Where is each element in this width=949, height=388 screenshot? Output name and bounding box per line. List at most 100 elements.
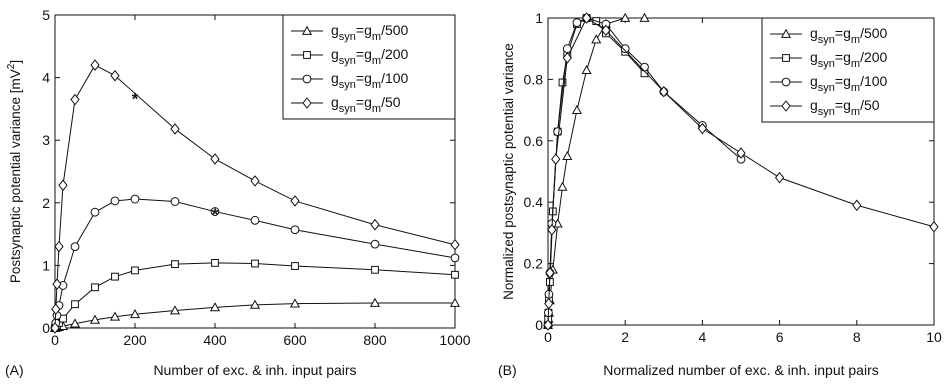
legend-label-g: g: [331, 22, 339, 38]
legend-label: gsyn=gm/500: [331, 22, 409, 43]
data-point: [620, 12, 631, 22]
data-point: [210, 153, 220, 165]
legend-label-sub: m: [851, 82, 860, 94]
data-point: [370, 218, 380, 231]
legend-label-tail: /100: [860, 73, 887, 89]
data-point: [171, 260, 179, 269]
x-tick-label: 0: [51, 332, 59, 348]
legend-marker: [302, 74, 312, 84]
legend-label-sub: syn: [339, 79, 356, 91]
legend-label-sub: m: [372, 55, 381, 67]
data-point: [543, 319, 553, 331]
data-point: [774, 171, 785, 184]
data-point: [289, 298, 301, 308]
legend-label-sub: syn: [339, 55, 356, 67]
data-point: [170, 197, 180, 206]
legend-label-tail: /500: [381, 22, 408, 38]
legend-label-eq: =g: [356, 46, 372, 62]
legend-label-sub: syn: [818, 34, 835, 46]
data-point: [210, 207, 220, 216]
data-point: [109, 311, 121, 321]
legend-label: gsyn=gm/50: [331, 94, 401, 115]
y-tick-label: 3: [42, 132, 50, 148]
legend-label-eq: =g: [835, 25, 851, 41]
series-circle: [543, 13, 746, 330]
legend-label-sub: m: [372, 31, 381, 43]
panel-label: (A): [5, 362, 24, 378]
y-tick-label: 1: [535, 10, 543, 26]
legend-marker: [303, 51, 311, 59]
legend-item: gsyn=gm/50: [770, 97, 880, 118]
panel-label: (B): [498, 362, 517, 378]
data-point: [591, 34, 602, 44]
data-point: [290, 225, 300, 235]
legend-label-g: g: [331, 70, 339, 86]
data-point: [545, 267, 555, 279]
data-point: [451, 270, 459, 279]
data-point: [291, 262, 299, 270]
data-point: [52, 278, 62, 290]
legend-label-sub: syn: [339, 31, 356, 43]
data-point: [547, 224, 557, 236]
data-point: [209, 302, 221, 312]
legend-item: gsyn=gm/200: [291, 46, 409, 67]
data-point: [90, 207, 100, 217]
x-tick-label: 2: [621, 329, 629, 345]
series-line: [547, 17, 645, 326]
series-diamond: [543, 12, 939, 331]
x-tick-label: 1000: [439, 332, 470, 348]
series-diamond: [50, 59, 460, 334]
y-tick-label: 0.6: [524, 133, 544, 149]
y-tick-label: 0.2: [524, 256, 544, 272]
data-point: [572, 18, 582, 28]
data-point: [929, 220, 939, 233]
legend-label-sub: m: [372, 79, 381, 91]
legend-marker: [781, 100, 791, 112]
x-tick-label: 600: [283, 332, 307, 348]
y-axis-label: Postsynaptic potential variance [mV2]: [6, 60, 23, 283]
legend-label: gsyn=gm/50: [810, 97, 880, 118]
legend-item: gsyn=gm/50: [291, 94, 401, 115]
y-tick-label: 0.4: [524, 194, 544, 210]
data-point: [129, 308, 141, 319]
x-tick-label: 10: [926, 329, 942, 345]
legend-label: gsyn=gm/500: [810, 25, 888, 46]
data-point: [562, 52, 572, 64]
legend-label-tail: /200: [860, 49, 887, 65]
x-tick-label: 6: [776, 329, 784, 345]
legend-label-tail: /100: [381, 70, 408, 86]
data-point: [130, 194, 140, 204]
data-point: [562, 150, 573, 161]
y-tick-label: 0: [42, 320, 50, 336]
y-axis-label-sup: 2: [6, 63, 17, 69]
data-point: [69, 318, 81, 328]
y-axis-label-text: Postsynaptic potential variance [mV: [8, 69, 23, 283]
data-point: [250, 175, 260, 187]
legend-label-eq: =g: [835, 97, 851, 113]
legend-label: gsyn=gm/200: [331, 46, 409, 67]
data-point: [70, 242, 80, 252]
data-point: [581, 12, 592, 24]
data-point: [50, 322, 60, 334]
data-point: [449, 297, 461, 307]
series-square: [544, 14, 649, 329]
legend-label-sub: syn: [818, 58, 835, 70]
annotation-star: *: [132, 89, 139, 108]
data-point: [369, 297, 381, 307]
legend-item: gsyn=gm/500: [770, 25, 888, 46]
data-point: [249, 299, 261, 309]
data-point: [551, 153, 561, 166]
data-point: [54, 240, 64, 253]
y-axis-label: Normalized postsynaptic potential varian…: [501, 43, 516, 300]
data-point: [371, 265, 379, 274]
data-point: [553, 127, 563, 136]
panel-a: 0 200 400 600 800 1000 0 1 2 3 4 5 Number of exc. & …: [5, 7, 471, 378]
legend-label-tail: /500: [860, 25, 887, 41]
data-point: [290, 195, 300, 207]
y-tick-label: 5: [42, 7, 50, 23]
x-tick-label: 0: [544, 329, 552, 345]
data-point: [659, 85, 669, 98]
data-point: [557, 181, 568, 191]
